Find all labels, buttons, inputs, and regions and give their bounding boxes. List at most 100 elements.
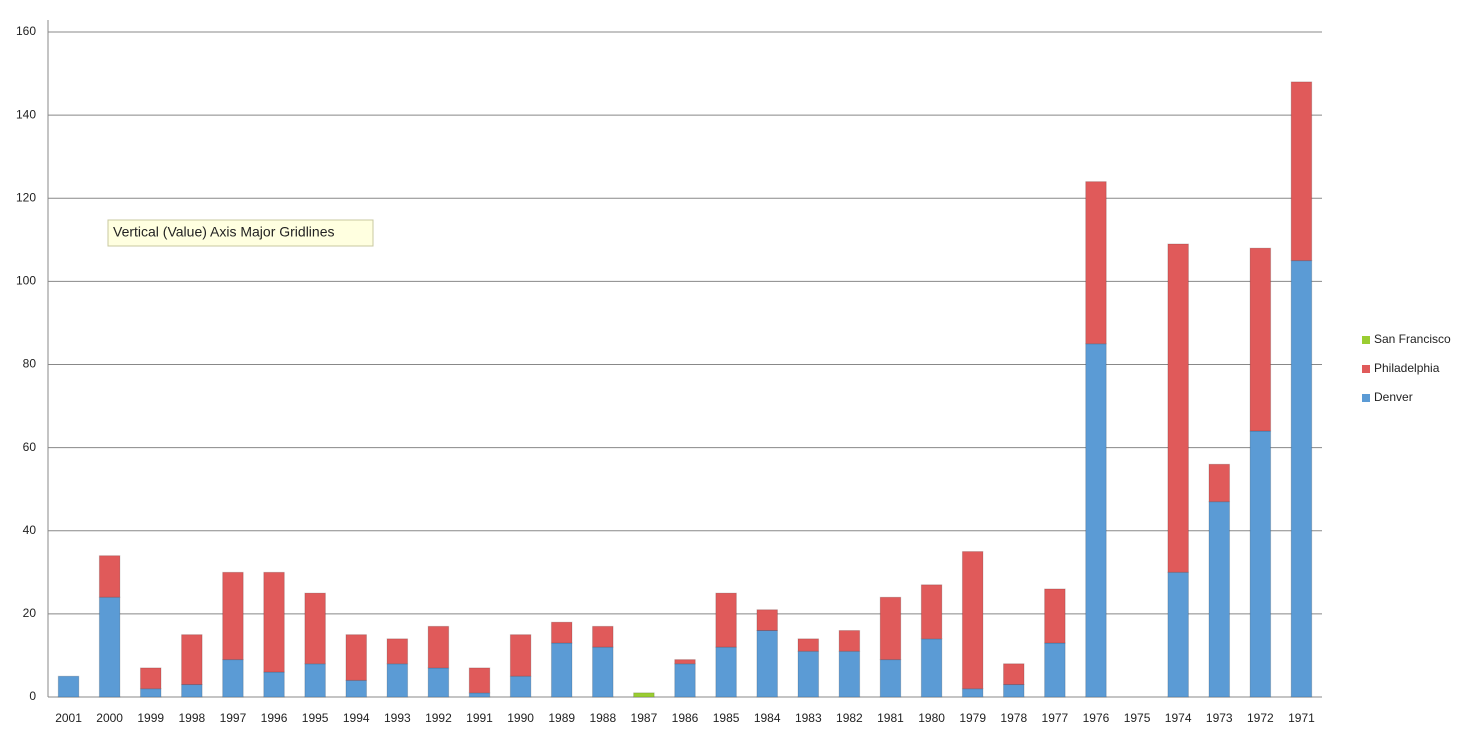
bar-segment [468, 692, 491, 698]
legend-swatch [1362, 394, 1370, 402]
bar-segment [797, 638, 820, 652]
tooltip: Vertical (Value) Axis Major Gridlines [107, 219, 374, 247]
tooltip-text: Vertical (Value) Axis Major Gridlines [113, 224, 334, 240]
x-tick-label: 1976 [1083, 711, 1110, 725]
y-tick-label: 140 [16, 107, 36, 121]
bar-segment [181, 634, 203, 686]
bar-segment [386, 663, 409, 698]
bar-segment [345, 634, 367, 681]
y-tick-label: 20 [23, 606, 37, 620]
legend-swatch [1362, 365, 1370, 373]
x-tick-label: 1989 [548, 711, 575, 725]
bar-segment [838, 630, 861, 652]
bar-segment [181, 684, 203, 698]
legend-label: San Francisco [1374, 332, 1451, 346]
bar-segment [427, 625, 450, 669]
bar-segment [879, 659, 902, 698]
bar-segment [1085, 343, 1107, 698]
x-tick-label: 1983 [795, 711, 822, 725]
bar-segment [1208, 501, 1231, 698]
x-tick-label: 2000 [96, 711, 123, 725]
bar-segment [468, 667, 491, 694]
bar-segment [838, 650, 861, 698]
y-tick-label: 60 [23, 440, 37, 454]
bar-segment [1290, 81, 1313, 262]
x-tick-label: 1980 [918, 711, 945, 725]
bar-segment [592, 625, 614, 648]
bar-segment [797, 650, 820, 698]
x-tick-label: 1981 [877, 711, 904, 725]
bar-segment [1167, 571, 1189, 698]
bar-segment [345, 679, 367, 698]
x-tick-label: 1990 [507, 711, 534, 725]
legend-label: Philadelphia [1374, 361, 1440, 375]
bar-segment [427, 667, 450, 698]
x-tick-label: 1999 [137, 711, 164, 725]
bar-segment [263, 571, 285, 673]
x-tick-label: 1979 [959, 711, 986, 725]
bar-segment [222, 571, 244, 661]
x-tick-label: 1998 [178, 711, 205, 725]
bar-segment [57, 675, 80, 698]
bar-segment [386, 638, 409, 665]
bar-segment [920, 584, 943, 640]
x-tick-label: 1988 [589, 711, 616, 725]
x-tick-label: 1971 [1288, 711, 1315, 725]
bar-segment [756, 609, 778, 631]
x-tick-label: 1987 [631, 711, 658, 725]
bar-segment [1085, 181, 1107, 345]
legend-label: Denver [1374, 390, 1413, 404]
y-tick-label: 100 [16, 274, 36, 288]
x-tick-label: 1996 [261, 711, 288, 725]
bar-segment [139, 667, 162, 690]
x-tick-label: 1992 [425, 711, 452, 725]
bar-segment [1003, 684, 1025, 698]
bar-segment [1208, 463, 1231, 503]
x-tick-label: 1984 [754, 711, 781, 725]
x-tick-label: 1997 [220, 711, 247, 725]
x-tick-label: 1994 [343, 711, 370, 725]
x-tick-label: 1986 [672, 711, 699, 725]
bar-segment [674, 663, 696, 698]
y-tick-label: 40 [23, 523, 37, 537]
bar-segment [756, 630, 778, 698]
x-tick-label: 1991 [466, 711, 493, 725]
bar-segment [509, 634, 532, 677]
bar-segment [263, 671, 285, 698]
x-tick-label: 1975 [1124, 711, 1151, 725]
x-tick-label: 1978 [1000, 711, 1027, 725]
x-tick-label: 1977 [1042, 711, 1069, 725]
bar-segment [550, 642, 573, 698]
bar-segment [879, 596, 902, 661]
x-tick-label: 1974 [1165, 711, 1192, 725]
bar-segment [1167, 243, 1189, 573]
bar-segment [1249, 430, 1272, 698]
bar-segment [592, 646, 614, 698]
x-tick-label: 1972 [1247, 711, 1274, 725]
x-tick-label: 1993 [384, 711, 411, 725]
y-tick-label: 80 [23, 357, 37, 371]
bar-segment [550, 621, 573, 644]
bar-segment [920, 638, 943, 698]
x-tick-label: 1973 [1206, 711, 1233, 725]
bar-segment [98, 596, 121, 698]
bar-segment [1003, 663, 1025, 686]
y-tick-label: 160 [16, 24, 36, 38]
bar-segment [715, 646, 737, 698]
bar-segment [1249, 247, 1272, 432]
bar-segment [139, 688, 162, 698]
bar-segment [961, 688, 984, 698]
bar-segment [304, 663, 326, 698]
bar-segment [304, 592, 326, 665]
y-tick-label: 120 [16, 190, 36, 204]
legend-swatch [1362, 336, 1370, 344]
bar-segment [222, 659, 244, 698]
bar-segment [1290, 260, 1313, 698]
bar-segment [715, 592, 737, 648]
bar-segment [98, 555, 121, 598]
bar-segment [633, 692, 655, 698]
x-tick-label: 2001 [55, 711, 82, 725]
bar-segment [1044, 642, 1066, 698]
x-tick-label: 1982 [836, 711, 863, 725]
